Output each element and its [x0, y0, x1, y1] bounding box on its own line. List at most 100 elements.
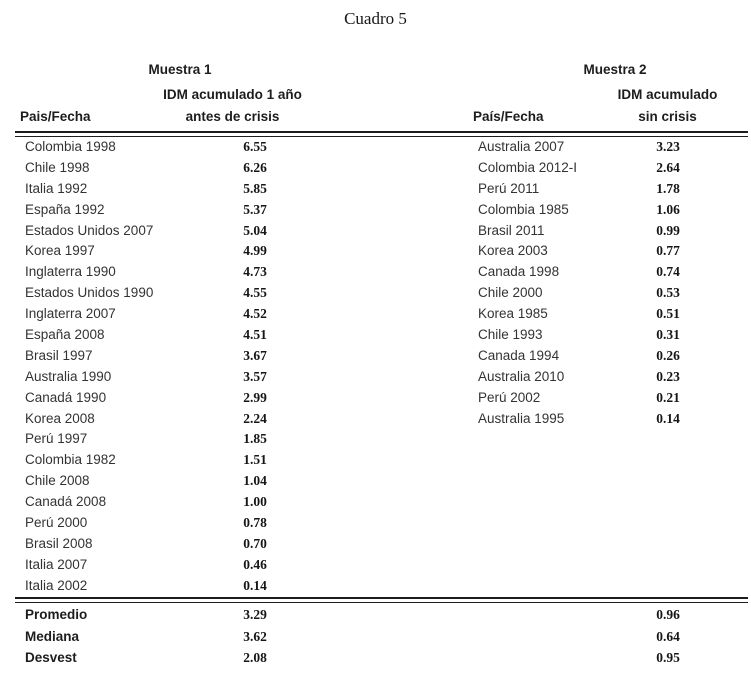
- idm-value-cell: 0.51: [656, 306, 680, 322]
- summary-label: Mediana: [25, 628, 80, 644]
- idm-value-cell: 0.77: [656, 243, 680, 259]
- table-row: Canadá 1990 2.99: [25, 388, 365, 409]
- table-title: Cuadro 5: [344, 9, 407, 28]
- summary-label: Promedio: [25, 607, 88, 622]
- table-row: Colombia 1985 1.06: [478, 200, 751, 221]
- idm-value-cell: 2.64: [656, 159, 680, 175]
- pais-fecha-cell: Canada 1994: [478, 347, 560, 363]
- pais-fecha-cell: Australia 1995: [478, 410, 565, 426]
- table-row: Korea 2008 2.24: [25, 409, 365, 430]
- idm-value-cell: 4.99: [243, 243, 267, 259]
- muestra1-value-header-line2: antes de crisis: [185, 109, 280, 124]
- table-row: Chile 2000 0.53: [478, 283, 751, 304]
- pais-fecha-cell: Korea 1997: [25, 243, 95, 259]
- table-row: Korea 1985 0.51: [478, 304, 751, 325]
- idm-value-cell: 3.57: [243, 368, 267, 384]
- table-row: Italia 2002 0.14: [25, 576, 365, 597]
- table-row: España 2008 4.51: [25, 325, 365, 346]
- pais-fecha-cell: Korea 2008: [25, 410, 95, 426]
- table-row: Perú 2002 0.21: [478, 388, 751, 409]
- pais-fecha-cell: Chile 2000: [478, 285, 543, 301]
- idm-value-cell: 1.06: [656, 201, 680, 217]
- pais-fecha-cell: Estados Unidos 2007: [25, 222, 154, 238]
- pais-fecha-cell: Korea 2003: [478, 243, 548, 259]
- idm-value-cell: 0.23: [656, 368, 680, 384]
- table-row: Brasil 1997 3.67: [25, 346, 365, 367]
- pais-fecha-cell: Canadá 1990: [25, 389, 107, 405]
- table-row: Italia 1992 5.85: [25, 179, 365, 200]
- idm-value-cell: 4.52: [243, 306, 267, 322]
- table-row: Perú 2000 0.78: [25, 513, 365, 534]
- idm-value-cell: 0.21: [656, 389, 680, 405]
- table-row: Perú 1997 1.85: [25, 429, 365, 450]
- pais-fecha-cell: España 2008: [25, 327, 105, 343]
- idm-value-cell: 3.67: [243, 347, 267, 363]
- idm-value-cell: 0.26: [656, 347, 680, 363]
- muestra2-value-column-header: IDM acumulado sin crisis: [550, 84, 751, 128]
- table-row: Inglaterra 2007 4.52: [25, 304, 365, 325]
- table-row: Colombia 2012-I 2.64: [478, 158, 751, 179]
- idm-value-cell: 1.00: [243, 494, 267, 510]
- pais-fecha-cell: Australia 2007: [478, 139, 565, 154]
- table-row: Australia 2007 3.23: [478, 137, 751, 158]
- pais-fecha-cell: Chile 2008: [25, 473, 90, 489]
- summary-label: Desvest: [25, 650, 77, 665]
- idm-value-cell: 0.53: [656, 285, 680, 301]
- muestra1-value-column-header: IDM acumulado 1 año antes de crisis: [115, 84, 350, 128]
- idm-value-cell: 4.51: [243, 327, 267, 343]
- idm-value-cell: 0.78: [243, 515, 267, 531]
- idm-value-cell: 0.70: [243, 535, 267, 551]
- summary-value-muestra2: 0.95: [656, 650, 680, 665]
- pais-fecha-cell: Inglaterra 1990: [25, 264, 116, 280]
- muestra1-header: Muestra 1: [148, 62, 212, 77]
- idm-value-cell: 4.73: [243, 264, 267, 280]
- pais-fecha-cell: Italia 2007: [25, 556, 88, 572]
- idm-value-cell: 1.78: [656, 180, 680, 196]
- summary-value-muestra1: 2.08: [243, 650, 267, 665]
- summary-value-muestra2: 0.96: [656, 607, 680, 622]
- pais-fecha-cell: Italia 2002: [25, 577, 88, 593]
- idm-value-cell: 0.99: [656, 222, 680, 238]
- table-row: Korea 2003 0.77: [478, 241, 751, 262]
- header-double-rule: [15, 131, 748, 137]
- table-row: Estados Unidos 1990 4.55: [25, 283, 365, 304]
- summary-row-desvest: Desvest 2.08 0.95: [25, 647, 751, 669]
- pais-fecha-cell: Colombia 2012-I: [478, 159, 578, 175]
- table-row: Chile 1993 0.31: [478, 325, 751, 346]
- idm-value-cell: 5.04: [243, 222, 267, 238]
- pais-fecha-cell: Italia 1992: [25, 180, 88, 196]
- muestra2-value-header-line1: IDM acumulado: [617, 87, 718, 102]
- idm-value-cell: 5.37: [243, 201, 267, 217]
- table-row: Australia 1990 3.57: [25, 367, 365, 388]
- pais-fecha-cell: Perú 2002: [478, 389, 541, 405]
- idm-value-cell: 6.26: [243, 159, 267, 175]
- pais-fecha-cell: Brasil 2008: [25, 535, 93, 551]
- pais-fecha-cell: Colombia 1998: [25, 139, 116, 154]
- pais-fecha-cell: Inglaterra 2007: [25, 306, 116, 322]
- pais-fecha-cell: España 1992: [25, 201, 105, 217]
- pais-fecha-cell: Australia 1990: [25, 368, 112, 384]
- muestra1-rows: Colombia 1998 6.55 Chile 1998 6.26 Italia …: [25, 137, 365, 597]
- pais-fecha-cell: Perú 2000: [25, 515, 88, 531]
- pais-fecha-cell: Colombia 1982: [25, 452, 116, 468]
- idm-value-cell: 6.55: [243, 139, 267, 154]
- idm-value-cell: 2.24: [243, 410, 267, 426]
- idm-value-cell: 3.23: [656, 139, 680, 154]
- summary-value-muestra1: 3.62: [243, 628, 267, 644]
- pais-fecha-cell: Canadá 2008: [25, 494, 107, 510]
- muestra1-value-header-line1: IDM acumulado 1 año: [163, 87, 302, 102]
- muestra2-header: Muestra 2: [583, 62, 647, 77]
- idm-value-cell: 0.46: [243, 556, 267, 572]
- pais-fecha-cell: Brasil 2011: [478, 222, 545, 238]
- table-row: Italia 2007 0.46: [25, 555, 365, 576]
- table-row: Australia 1995 0.14: [478, 409, 751, 430]
- pais-fecha-cell: Chile 1993: [478, 327, 543, 343]
- table-row: Korea 1997 4.99: [25, 241, 365, 262]
- pais-fecha-cell: Chile 1998: [25, 159, 90, 175]
- table-row: Canada 1994 0.26: [478, 346, 751, 367]
- table-row: España 1992 5.37: [25, 200, 365, 221]
- summary-value-muestra1: 3.29: [243, 607, 267, 622]
- table-row: Estados Unidos 2007 5.04: [25, 221, 365, 242]
- summary-double-rule: [15, 597, 748, 603]
